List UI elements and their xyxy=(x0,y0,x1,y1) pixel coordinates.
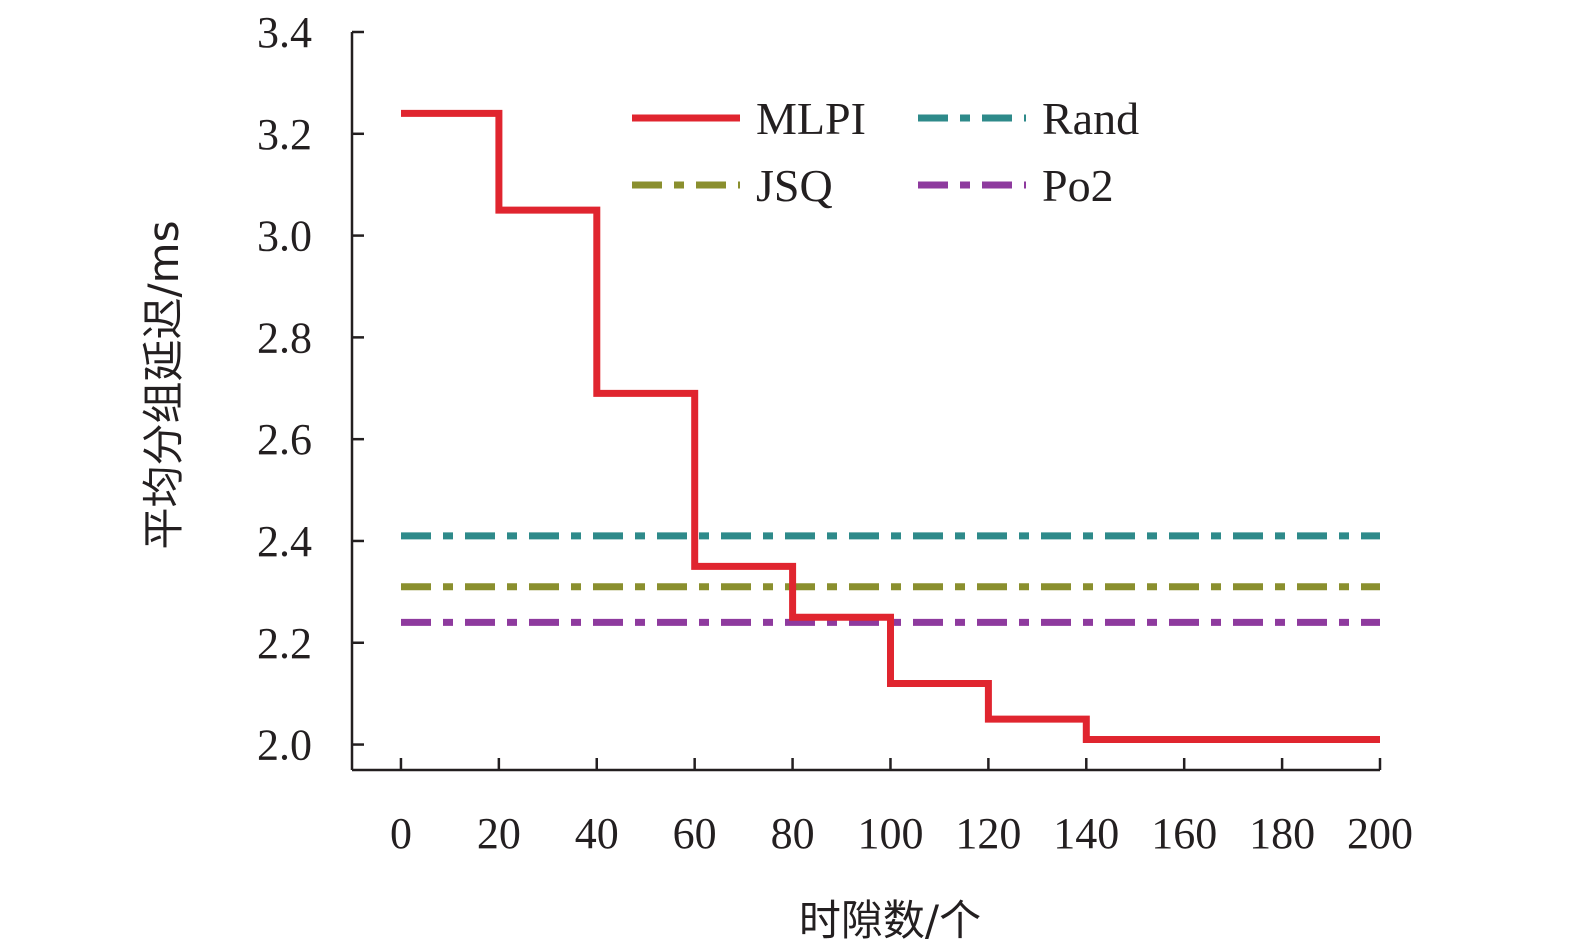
y-tick-label: 2.2 xyxy=(257,619,312,668)
y-tick-label: 3.2 xyxy=(257,110,312,159)
axes: 2.0 2.2 2.4 2.6 2.8 3.0 3.2 3.4 0 20 40 60 80 100 120 1… xyxy=(257,8,1413,858)
x-tick-label: 40 xyxy=(575,809,619,858)
x-tick-label: 20 xyxy=(477,809,521,858)
x-tick-label: 0 xyxy=(390,809,412,858)
y-tick-label: 2.8 xyxy=(257,313,312,362)
x-tick-label: 180 xyxy=(1249,809,1315,858)
y-tick-label: 2.0 xyxy=(257,721,312,770)
x-tick-label: 100 xyxy=(857,809,923,858)
series-line-mlpi xyxy=(401,109,1380,743)
legend-label-jsq: JSQ xyxy=(756,160,833,211)
y-tick-label: 3.4 xyxy=(257,8,312,57)
y-tick-label: 2.6 xyxy=(257,415,312,464)
legend-label-po2: Po2 xyxy=(1042,160,1114,211)
legend-label-rand: Rand xyxy=(1042,93,1139,144)
plot-area xyxy=(401,109,1380,743)
x-tick-label: 140 xyxy=(1053,809,1119,858)
legend-label-mlpi: MLPI xyxy=(756,93,866,144)
x-tick-label: 80 xyxy=(771,809,815,858)
y-tick-label: 2.4 xyxy=(257,517,312,566)
x-tick-label: 200 xyxy=(1347,809,1413,858)
y-tick-label: 3.0 xyxy=(257,212,312,261)
x-tick-label: 120 xyxy=(955,809,1021,858)
x-tick-label: 60 xyxy=(673,809,717,858)
x-tick-label: 160 xyxy=(1151,809,1217,858)
x-axis-title: 时隙数/个 xyxy=(799,896,981,945)
y-axis-title: 平均分组延迟/ms xyxy=(139,221,188,550)
legend: MLPI Rand JSQ Po2 xyxy=(632,93,1139,211)
